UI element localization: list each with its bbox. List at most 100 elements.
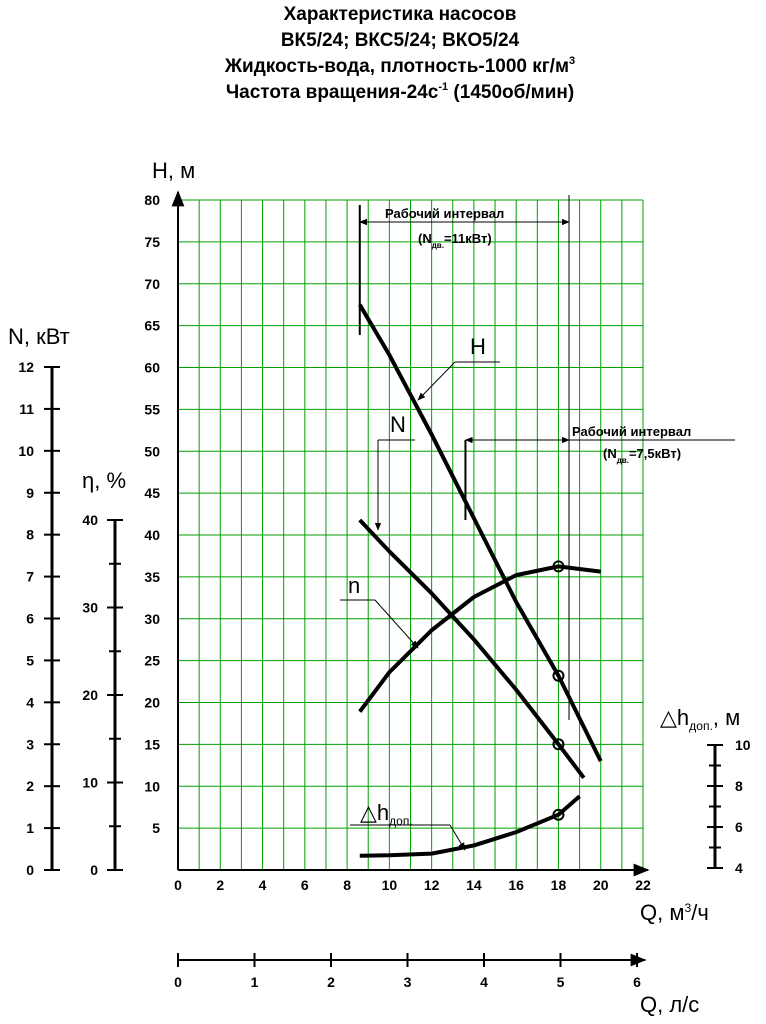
tick-label: 3 <box>26 736 34 752</box>
tick-label: 9 <box>26 485 34 501</box>
x-tick-label: 22 <box>635 877 651 893</box>
y-tick-label: 40 <box>144 527 160 543</box>
label-part: H <box>470 334 486 359</box>
label: Характеристика насосов <box>284 4 517 25</box>
label-part: Частота вращения-24с <box>226 82 439 103</box>
curve <box>358 564 601 713</box>
point-marker <box>552 808 565 821</box>
y-tick-label: 70 <box>144 276 160 292</box>
tick-label: 4 <box>735 860 743 876</box>
y-tick-label: 75 <box>144 234 160 250</box>
label: Частота вращения-24с-1 (1450об/мин) <box>226 81 574 103</box>
y-tick-label: 35 <box>144 569 160 585</box>
tick-label: 11 <box>19 401 34 417</box>
point-marker <box>552 738 565 751</box>
tick-label: 2 <box>26 778 34 794</box>
label-part: n <box>348 573 360 598</box>
label-part: доп. <box>689 719 713 733</box>
tick-label: 20 <box>82 687 98 703</box>
label: Жидкость-вода, плотность-1000 кг/м3 <box>224 55 575 77</box>
y-tick-label: 65 <box>144 318 160 334</box>
leader <box>374 599 419 649</box>
label: η, % <box>82 468 126 493</box>
label-part: Характеристика насосов <box>284 4 517 25</box>
label-part: (1450об/мин) <box>448 82 574 103</box>
label-part: -1 <box>438 81 448 93</box>
label-part: △h <box>660 705 689 730</box>
tick-label: 0 <box>90 862 98 878</box>
x2-tick-label: 2 <box>327 974 335 990</box>
x2-tick-label: 0 <box>174 974 182 990</box>
label: Q, м3/ч <box>640 900 709 925</box>
label-part: =7,5кВт) <box>629 446 681 461</box>
label: (Nдв.=7,5кВт) <box>603 446 681 465</box>
tick-label: 5 <box>26 652 34 668</box>
tick-label: 30 <box>82 600 98 616</box>
point-marker <box>552 560 565 573</box>
tick-label: 1 <box>26 820 34 836</box>
curve-label: △hдоп. <box>360 800 413 828</box>
x-tick-label: 2 <box>216 877 224 893</box>
label-part: (N <box>603 446 617 461</box>
x2-tick-label: 1 <box>251 974 259 990</box>
label-part: N <box>390 412 406 437</box>
label: △hдоп., м <box>660 705 740 733</box>
tick-label: 10 <box>735 737 751 753</box>
range-title: Рабочий интервал <box>572 424 691 439</box>
curve <box>358 303 603 763</box>
tick-label: 40 <box>82 512 98 528</box>
x2-tick-label: 3 <box>404 974 412 990</box>
label-part: 3 <box>569 55 575 67</box>
x-tick-label: 4 <box>259 877 267 893</box>
y-tick-label: 55 <box>144 401 160 417</box>
x-tick-label: 14 <box>466 877 482 893</box>
tick-label: 4 <box>26 694 34 710</box>
label-part: △h <box>360 800 389 825</box>
x-tick-label: 6 <box>301 877 309 893</box>
label-part: доп. <box>389 814 413 828</box>
tick-label: 6 <box>26 611 34 627</box>
label-part: ВК5/24; ВКС5/24; ВКО5/24 <box>281 30 520 51</box>
tick-label: 0 <box>26 862 34 878</box>
curve-label: n <box>348 573 360 598</box>
tick-label: 7 <box>26 569 34 585</box>
label-part: 3 <box>684 901 691 915</box>
label: N, кВт <box>8 324 70 349</box>
tick-label: 12 <box>18 359 34 375</box>
label-part: Q, м <box>640 900 684 925</box>
tick-label: 6 <box>735 819 743 835</box>
y-tick-label: 45 <box>144 485 160 501</box>
leader <box>449 824 466 851</box>
y-tick-label: 50 <box>144 443 160 459</box>
tick-label: 10 <box>18 443 34 459</box>
label-part: дв. <box>617 456 629 465</box>
label-part: дв. <box>432 241 444 250</box>
tick-label: 8 <box>735 778 743 794</box>
label: (Nдв.=11кВт) <box>418 231 492 250</box>
label: ВК5/24; ВКС5/24; ВКО5/24 <box>281 30 520 51</box>
y-tick-label: 80 <box>144 192 160 208</box>
y-tick-label: 20 <box>144 695 160 711</box>
label: H, м <box>152 158 195 183</box>
x-tick-label: 18 <box>551 877 567 893</box>
curve-label: N <box>390 412 406 437</box>
x2-tick-label: 6 <box>633 974 641 990</box>
range-title: Рабочий интервал <box>385 206 504 221</box>
label-part: , м <box>713 705 740 730</box>
point-marker <box>552 669 565 682</box>
x-tick-label: 20 <box>593 877 609 893</box>
label-part: /ч <box>691 900 709 925</box>
x-tick-label: 8 <box>343 877 351 893</box>
curve <box>358 518 586 779</box>
y-tick-label: 15 <box>144 736 160 752</box>
x-tick-label: 10 <box>382 877 398 893</box>
label-part: Жидкость-вода, плотность-1000 кг/м <box>224 56 569 77</box>
x-tick-label: 16 <box>508 877 524 893</box>
x2-tick-label: 5 <box>557 974 565 990</box>
y-tick-label: 30 <box>144 611 160 627</box>
y-tick-label: 60 <box>144 360 160 376</box>
label-part: =11кВт) <box>444 231 492 246</box>
y-tick-label: 10 <box>144 778 160 794</box>
curve-label: H <box>470 334 486 359</box>
